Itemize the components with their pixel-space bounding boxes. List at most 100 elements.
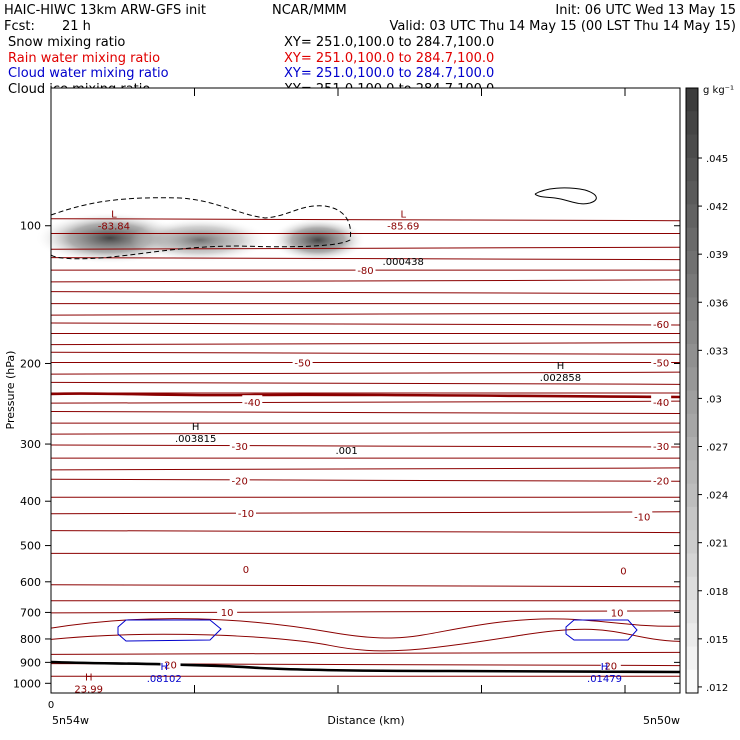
colorbar-swatch	[686, 576, 698, 601]
extremum-marker: H	[557, 361, 565, 372]
colorbar-swatch	[686, 88, 698, 112]
colorbar-swatch	[686, 506, 698, 531]
extrema-labels: L-83.84L-85.69.000438H.002858H.003815.00…	[74, 210, 622, 696]
field-name-snow: Snow mixing ratio	[8, 35, 125, 50]
temperature-contour	[50, 257, 681, 261]
cloud-water-contour	[117, 619, 222, 642]
colorbar-tick-label: .045	[706, 154, 728, 165]
terrain-line	[50, 660, 681, 674]
label-background	[229, 439, 250, 452]
field-name-rain: Rain water mixing ratio	[8, 51, 160, 66]
temperature-contour	[50, 312, 681, 316]
cloud-ice-shading	[130, 218, 270, 262]
plot-frame	[50, 87, 681, 694]
colorbar: .045 .042 .039 .036 .033 .03 .027 .024 .021 .018.…	[685, 87, 728, 694]
colorbar-swatch	[686, 390, 698, 415]
colorbar-swatch	[686, 111, 698, 136]
temperature-contour	[50, 628, 681, 652]
y-tick-label: 500	[20, 540, 41, 553]
temperature-contour	[50, 610, 681, 614]
label-background	[632, 509, 653, 522]
colorbar-swatch	[686, 646, 698, 671]
temperature-label: -50	[294, 358, 310, 369]
temperature-contour	[50, 431, 681, 435]
field-xy-rain: XY= 251.0,100.0 to 284.7,100.0	[284, 51, 494, 66]
colorbar-tick-label: .033	[706, 346, 728, 357]
colorbar-tick-label: .027	[706, 443, 728, 454]
label-background	[242, 395, 263, 408]
extremum-value: .001	[335, 446, 357, 457]
y-tick-label: 900	[20, 656, 41, 669]
colorbar-tick-label: .03	[706, 394, 722, 405]
colorbar-swatch	[686, 669, 698, 694]
extremum-marker: H	[601, 662, 609, 673]
temperature-contour	[50, 322, 681, 326]
temperature-contour	[50, 444, 681, 448]
plot-background	[51, 88, 680, 693]
snow-contour	[50, 197, 352, 260]
extremum-value: .08102	[147, 674, 182, 685]
field-xy-cloud-water: XY= 251.0,100.0 to 284.7,100.0	[284, 66, 494, 81]
extremum-marker: H	[160, 662, 168, 673]
temperature-contour	[50, 218, 681, 222]
colorbar-swatch	[686, 437, 698, 461]
temperature-contours	[50, 218, 681, 677]
label-background	[651, 355, 672, 368]
cloud-ice-contour	[534, 187, 597, 205]
header-fcst-value: 21 h	[62, 19, 91, 34]
temperature-label: -30	[232, 442, 248, 453]
colorbar-swatch	[686, 134, 698, 159]
temperature-label: -20	[232, 476, 248, 487]
y-tick-label: 200	[20, 357, 41, 370]
temperature-contour	[50, 291, 681, 295]
colorbar-frame	[685, 87, 699, 694]
colorbar-swatch	[686, 320, 698, 345]
colorbar-swatch	[686, 227, 698, 252]
temperature-contour	[50, 411, 681, 415]
colorbar-swatch	[686, 599, 698, 624]
temperature-label: -80	[357, 266, 373, 277]
label-background	[651, 473, 672, 486]
colorbar-tick-label: .018	[706, 587, 728, 598]
temperature-contour	[50, 651, 681, 655]
label-background	[355, 263, 376, 276]
colorbar-swatch	[686, 367, 698, 391]
y-tick-label: 100	[20, 220, 41, 233]
x-axis	[50, 88, 626, 693]
x-left-label: 5n54w	[52, 714, 89, 727]
colorbar-swatch	[686, 297, 698, 322]
temperature-label: -40	[653, 398, 669, 409]
colorbar-swatch	[686, 460, 698, 485]
label-background	[229, 473, 250, 486]
y-tick-label: 700	[20, 606, 41, 619]
temperature-contour	[50, 467, 681, 471]
colorbar-swatch	[686, 413, 698, 438]
extremum-value: .002858	[540, 373, 581, 384]
label-background	[217, 604, 238, 617]
colorbar-swatch	[686, 553, 698, 578]
y-tick-label: 400	[20, 495, 41, 508]
temperature-label: 0	[620, 567, 626, 578]
label-background	[651, 395, 672, 408]
plot-area: -80 -60 -50 -50 -40 -40 -30 -30 -20 -20 -10 -10 0 0 10…	[35, 87, 681, 696]
label-background	[292, 355, 313, 368]
temperature-contour	[50, 279, 681, 283]
temperature-contour	[50, 381, 681, 385]
temperature-label: -20	[653, 476, 669, 487]
field-name-cloud-water: Cloud water mixing ratio	[8, 66, 169, 81]
temperature-contour	[50, 342, 681, 346]
temperature-contour	[50, 618, 681, 639]
header-center: NCAR/MMM	[272, 3, 347, 18]
colorbar-swatch	[686, 204, 698, 229]
colorbar-tick-label: .015	[706, 635, 728, 646]
temperature-label: -10	[634, 513, 650, 524]
header-fcst-label: Fcst:	[4, 19, 35, 34]
extremum-value: .000438	[383, 257, 424, 268]
x-axis-title: Distance (km)	[327, 714, 404, 727]
colorbar-tick-label: .024	[706, 491, 728, 502]
extremum-marker: H	[85, 672, 93, 683]
extremum-marker: L	[111, 210, 117, 221]
colorbar-tick-label: .036	[706, 298, 728, 309]
